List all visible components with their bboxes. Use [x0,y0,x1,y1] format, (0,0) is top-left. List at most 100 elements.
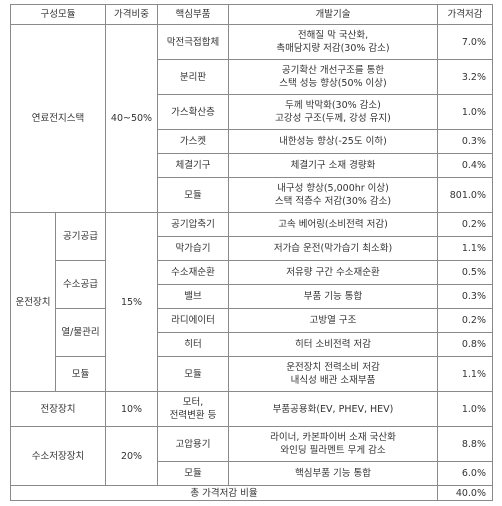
text-line: 고방열 구조 [309,315,357,326]
tech-cell: 내한성능 향상(-25도 이하) [228,129,438,154]
text-line: 내한성능 향상(-25도 이하) [279,136,387,147]
text-line: 모듈 [184,189,202,201]
table-row: 열/물관리 라디에이터 고방열 구조 0.2% [11,308,493,357]
text-line: 저가습 운전(막가습기 최소화) [273,243,393,254]
module-cell: 전장장치 [10,391,106,427]
reduction-cell: 6.0% [437,461,493,486]
header-cell: 가격비중 [105,4,158,25]
tech-cell: 두께 박막화(30% 감소) 고강성 구조(두께, 강성 유지) [228,94,438,130]
part-cell: 모듈 [157,461,229,486]
tech-cell: 체결기구 소재 경량화 [228,153,438,178]
table-row: 체결기구 체결기구 소재 경량화 0.4% [11,153,493,178]
tech-cell: 부품 기능 통합 [228,284,438,309]
tech-cell: 부품공용화(EV, PHEV, HEV) [228,391,438,427]
reduction-cell: 0.8% [437,332,493,357]
table-row: 밸브 부품 기능 통합 0.3% [11,284,493,309]
part-cell: 수소재순환 [157,260,229,285]
text-line: 두께 박막화(30% 감소) [285,100,381,111]
text-line: 스택 적층수 저감(30% 감소) [274,196,392,207]
submodule-cell: 열/물관리 [55,308,106,357]
tech-cell: 고방열 구조 [228,308,438,333]
text-line: 내구성 향상(5,000hr 이상) [277,183,389,194]
header-cell: 개발기술 [228,4,438,25]
table-row: 모듈 모듈 운전장치 전력소비 저감 내식성 배관 소재부품 1.1% [11,356,493,392]
part-cell: 가스켓 [157,129,229,154]
table-row: 수소공급 수소재순환 저유량 구간 수소재순환 0.5% [11,260,493,309]
text-line: 전해질 막 국산화, [297,30,369,41]
share-cell: 15% [105,212,158,392]
text-line: 모터, [182,397,204,408]
text-line: 체결기구 [175,160,211,171]
text-line: 체결기구 소재 경량화 [290,160,376,171]
share-cell: 20% [105,426,158,486]
part-cell: 히터 [157,332,229,357]
text-line: 와인딩 필라멘트 무게 감소 [280,445,386,456]
reduction-cell: 0.4% [437,153,493,178]
submodule-cell: 모듈 [55,356,106,392]
text-line: 운전장치 전력소비 저감 [286,362,380,373]
text-line: 핵심부품 기능 통합 [295,468,371,479]
tech-cell: 전해질 막 국산화, 촉매담지량 저감(30% 감소) [228,24,438,60]
text-line: 공기확산 개선구조를 통한 [281,65,385,76]
table-body: 연료전지스택 40~50% 막전극접합체 전해질 막 국산화, 촉매담지량 저감(30%… [10,24,493,501]
text-line: 고압용기 [175,438,211,450]
table-row: 운전장치 공기공급 15% 공기압축기 고속 베어링(소비전력 저감) 0.2% [10,212,493,392]
part-cell: 고압용기 [157,426,229,462]
module-cell: 수소저장장치 [10,426,106,486]
cost-table: 구성모듈 가격비중 핵심부품 개발기술 가격저감 연료전지스택 40~50% 막전극… [10,4,493,501]
part-cell: 가스확산층 [157,94,229,130]
text-line: 고강성 구조(두께, 강성 유지) [275,113,391,124]
text-line: 수소재순환 [171,267,215,278]
tech-cell: 내구성 향상(5,000hr 이상) 스택 적층수 저감(30% 감소) [228,177,438,213]
header-cell: 가격저감 [437,4,493,25]
part-cell: 막전극접합체 [157,24,229,60]
reduction-cell: 1.0% [437,391,493,427]
reduction-cell: 801.0% [437,177,493,213]
reduction-cell: 0.2% [437,308,493,333]
part-cell: 모듈 [157,177,229,213]
share-cell: 40~50% [105,24,158,213]
part-cell: 라디에이터 [157,308,229,333]
table-row: 모듈 내구성 향상(5,000hr 이상) 스택 적층수 저감(30% 감소) 801… [11,177,493,213]
reduction-cell: 8.8% [437,426,493,462]
tech-cell: 저유량 구간 수소재순환 [228,260,438,285]
tech-cell: 히터 소비전력 저감 [228,332,438,357]
text-line: 히터 [184,339,202,350]
header-row: 구성모듈 가격비중 핵심부품 개발기술 가격저감 [10,4,493,25]
text-line: 모듈 [184,468,202,479]
tech-cell: 저가습 운전(막가습기 최소화) [228,236,438,261]
text-line: 촉매담지량 저감(30% 감소) [276,43,390,54]
table-row: 가스확산층 두께 박막화(30% 감소) 고강성 구조(두께, 강성 유지) 1.0% [11,94,493,130]
reduction-cell: 7.0% [437,24,493,60]
reduction-cell: 1.0% [437,94,493,130]
text-line: 막가습기 [175,243,211,254]
text-line: 부품 기능 통합 [303,291,363,302]
text-line: 가스켓 [179,136,207,147]
reduction-cell: 0.5% [437,260,493,285]
share-cell: 10% [105,391,158,427]
tech-cell: 핵심부품 기능 통합 [228,461,438,486]
part-cell: 체결기구 [157,153,229,178]
module-cell: 연료전지스택 [10,24,106,213]
text-line: 라이너, 카본파이버 소재 국산화 [270,432,396,443]
part-cell: 분리판 [157,59,229,95]
submodule-cell: 공기공급 [55,212,106,261]
table-row: 연료전지스택 40~50% 막전극접합체 전해질 막 국산화, 촉매담지량 저감(30%… [10,24,493,213]
tech-cell: 고속 베어링(소비전력 저감) [228,212,438,237]
text-line: 고속 베어링(소비전력 저감) [278,219,388,230]
text-line: 부품공용화(EV, PHEV, HEV) [272,403,394,415]
text-line: 모듈 [184,368,202,380]
submodule-cell: 수소공급 [55,260,106,309]
text-line: 분리판 [179,71,207,83]
part-cell: 모터, 전력변환 등 [157,391,229,427]
text-line: 막전극접합체 [166,36,220,48]
header-cell: 구성모듈 [10,4,106,25]
total-value: 40.0% [437,485,493,501]
text-line: 라디에이터 [171,315,215,326]
text-line: 내식성 배관 소재부품 [290,375,376,386]
reduction-cell: 0.3% [437,284,493,309]
part-cell: 밸브 [157,284,229,309]
